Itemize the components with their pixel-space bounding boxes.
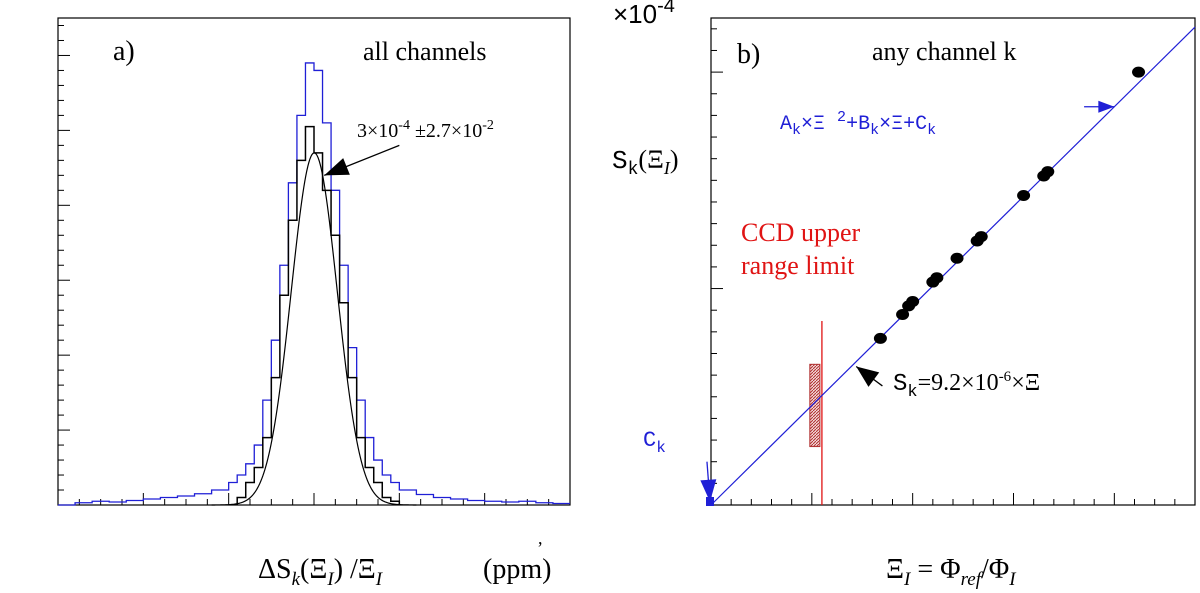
data-point: [950, 252, 964, 264]
panel-b-formula-p1: k: [792, 122, 801, 139]
panel-b-xlabel-csub: I: [1008, 569, 1017, 590]
data-point: [906, 296, 920, 308]
panel-b-x-ticks: [710, 493, 1196, 505]
panel-b-xlabel-bsub: ref: [961, 569, 984, 590]
panel-b-formula-p3: 2: [837, 109, 846, 126]
intercept-arrow-head: [700, 479, 717, 502]
ccd-limit-band: [809, 363, 821, 448]
panel-a-frame: [57, 17, 571, 506]
panel-b-formula-p6: ×Ξ+C: [879, 113, 927, 136]
panel-a-label: a): [113, 36, 135, 67]
panel-b-fit-annotation-p3: -6: [999, 369, 1012, 385]
panel-a-xlabel: ΔSk(ΞI) /ΞI: [258, 554, 384, 590]
panel-a-annotation: 3×10-4 ±2.7×10-2: [357, 118, 494, 142]
panel-b-formula-p4: +B: [846, 113, 870, 136]
panel-b-formula-p7: k: [927, 122, 936, 139]
panel-b-ylabel: Sk(ΞI): [612, 145, 678, 180]
data-point: [896, 309, 910, 321]
panel-a-x-ticks: [57, 493, 571, 505]
data-point: [1041, 166, 1055, 178]
panel-b-xlabel-c: /Φ: [981, 554, 1009, 585]
gaussian-fit-curve: [211, 152, 417, 506]
data-point: [1017, 189, 1031, 201]
formula-arrow-head: [1098, 100, 1115, 113]
panel-b-intercept-c: C: [643, 428, 656, 453]
panel-b-fit-annotation-p0: S: [893, 371, 907, 398]
panel-a-annotation-p3: -2: [482, 118, 494, 133]
panel-b-fit-annotation: Sk=9.2×10-6×Ξ: [893, 369, 1040, 402]
blue-histogram: [58, 62, 570, 506]
panel-b-exponent-exp: -4: [657, 0, 675, 17]
panel-b-ccd-label-line1: CCD upper: [741, 218, 861, 247]
data-point: [974, 231, 988, 243]
panel-a-annotation-arrow: [323, 144, 400, 176]
panel-b-ylabel-a: S: [612, 146, 628, 176]
panel-a-y-ticks: [58, 24, 70, 506]
panel-a-xlabel-main: ΔS: [258, 554, 292, 585]
panel-b-xlabel-a: Ξ: [886, 554, 904, 585]
panel-b-formula-arrow: [1084, 100, 1115, 113]
panel-a-annotation-p2: ±2.7×10: [410, 120, 482, 142]
panel-b-intercept-k: k: [656, 439, 666, 457]
panel-a-xlabel-closesub: I: [375, 569, 384, 590]
panel-b-fit-arrow: [855, 365, 883, 387]
panel-b-exponent: ×10-4: [613, 0, 675, 29]
panel-b: ×10-4 b) any channel k Sk(ΞI) Ak×Ξ 2+Bk×…: [612, 0, 1196, 590]
data-point: [930, 272, 944, 284]
panel-a-xlabel-close: ) /Ξ: [334, 554, 376, 585]
panel-b-fit-annotation-p1: k: [907, 383, 917, 402]
panel-a-annotation-p1: -4: [398, 118, 410, 133]
panel-b-label: b): [737, 39, 760, 70]
panel-a-xlabel-argsub: I: [326, 569, 335, 590]
data-point: [873, 332, 887, 344]
panel-b-formula-p2: ×Ξ: [801, 113, 837, 136]
panel-b-formula-p0: A: [780, 113, 792, 136]
panel-b-xlabel-asub: I: [903, 569, 912, 590]
panel-b-y-ticks: [711, 28, 723, 506]
panel-a-xlabel-arg: (Ξ: [300, 554, 327, 585]
panel-b-intercept-arrow: [700, 461, 717, 502]
panel-a: a) all channels 3×10-4 ±2.7×10-2 ΔSk(ΞI)…: [57, 17, 571, 590]
panel-b-xlabel-b: = Φ: [910, 554, 960, 585]
data-point: [1132, 66, 1146, 78]
panel-a-xlabel-sub: k: [292, 569, 301, 590]
panel-a-stray-mark: ,: [538, 528, 543, 548]
black-histogram: [236, 125, 401, 505]
panel-b-ccd-label-line2: range limit: [741, 251, 855, 280]
panel-b-ccd-label: CCD upper range limit: [741, 218, 867, 280]
panel-b-intercept-label: Ck: [643, 428, 666, 457]
panel-b-fit-annotation-p4: ×Ξ: [1011, 370, 1040, 396]
panel-b-fit-annotation-p2: =9.2×10: [918, 370, 999, 396]
panel-b-ylabel-c: ): [670, 145, 679, 174]
panel-a-annotation-p0: 3×10: [357, 120, 398, 142]
panel-a-xunit: (ppm): [483, 554, 551, 585]
panel-b-ylabel-b: (Ξ: [638, 145, 663, 174]
panel-b-title: any channel k: [872, 37, 1016, 66]
panel-b-exponent-base: ×10: [613, 0, 657, 29]
panel-b-xlabel: ΞI = Φref/ΦI: [886, 554, 1017, 590]
panel-b-formula-p5: k: [870, 122, 879, 139]
panel-b-marks: [706, 26, 1196, 506]
panel-a-series: [58, 62, 570, 506]
panel-a-title: all channels: [363, 37, 486, 66]
panel-a-arrow-head: [324, 158, 350, 176]
fit-arrow-head: [856, 366, 880, 387]
panel-b-formula: Ak×Ξ 2+Bk×Ξ+Ck: [780, 109, 936, 139]
panel-b-ylabel-asub: k: [628, 160, 639, 180]
panel-b-ylabel-bsub: I: [663, 158, 671, 178]
